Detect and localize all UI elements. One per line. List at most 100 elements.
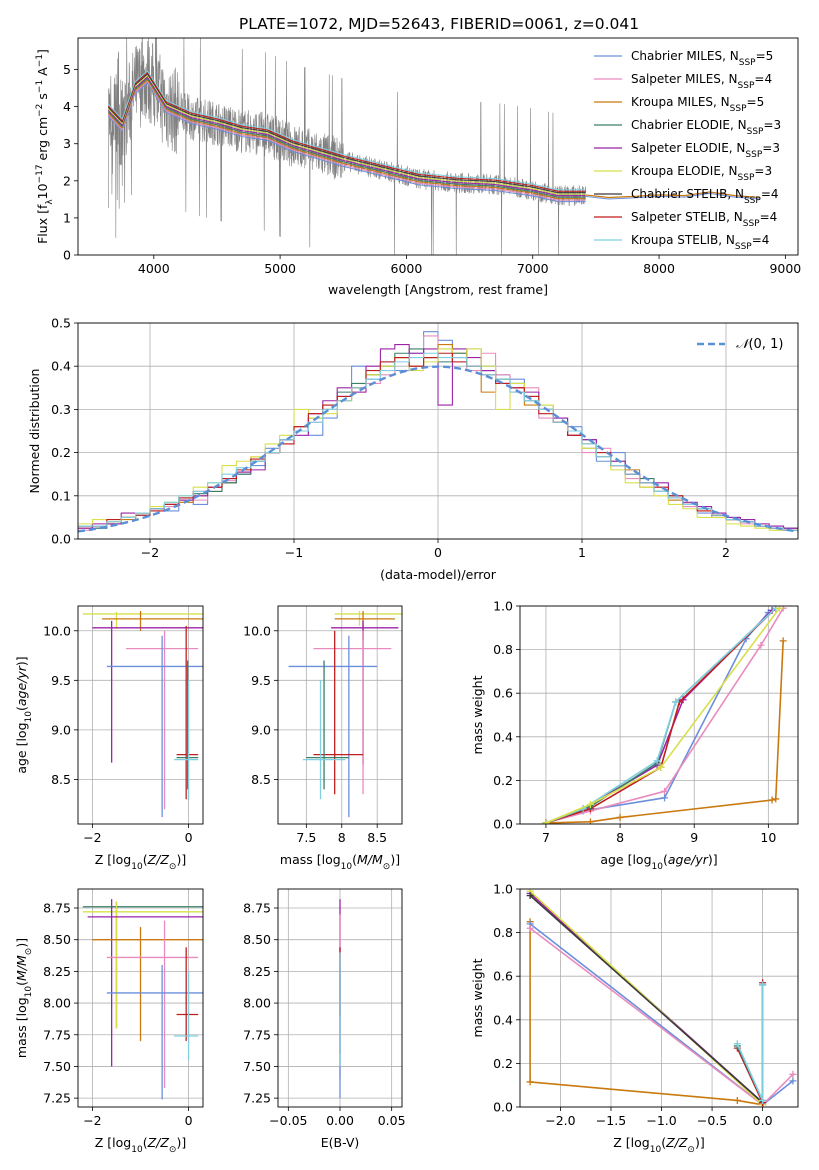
- plot-content: [82, 899, 203, 1100]
- label-part: 10: [341, 862, 353, 872]
- x-axis-label: Z [log10(Z/Z⊙)]: [95, 1135, 186, 1155]
- model-spectrum-4: [107, 76, 586, 197]
- series-marker: [759, 1096, 767, 1104]
- x-tick-label: −2: [83, 830, 101, 845]
- legend-label: Chabrier MILES, NSSP=5: [631, 49, 773, 68]
- label-part: ⊙: [24, 948, 34, 956]
- label-part: Salpeter STELIB, N: [631, 210, 743, 224]
- series-marker: [733, 1040, 741, 1048]
- label-part: Kroupa ELODIE, N: [631, 164, 738, 178]
- y-tick-label: 0.5: [51, 316, 71, 331]
- y-tick-label: 7.50: [43, 1059, 71, 1074]
- y-tick-label: 7.75: [243, 1027, 271, 1042]
- label-part: Z [log: [95, 1135, 131, 1150]
- x-tick-label: 7.5: [296, 830, 316, 845]
- y-tick-label: 0.8: [493, 925, 513, 940]
- figure-title: PLATE=1072, MJD=52643, FIBERID=0061, z=0…: [239, 15, 639, 33]
- label-part: ⊙: [169, 862, 177, 872]
- series-marker: [586, 818, 594, 824]
- plot-area: [278, 606, 402, 824]
- label-part: )]: [14, 656, 29, 666]
- y-tick-label: 8.00: [243, 996, 271, 1011]
- x-tick-label: 2: [722, 545, 730, 560]
- series-line: [545, 607, 781, 824]
- series-marker: [586, 800, 594, 808]
- label-part: Z [log: [95, 852, 131, 867]
- label-part: )]: [695, 1135, 705, 1150]
- label-part: =5: [747, 95, 765, 109]
- y-tick-label: 2: [63, 173, 71, 188]
- y-tick-label: 0.2: [493, 773, 513, 788]
- label-part: (0, 1): [748, 337, 783, 352]
- legend-label: Salpeter ELODIE, NSSP=3: [631, 141, 780, 160]
- x-tick-label: 0.05: [378, 1113, 406, 1128]
- x-tick-label: −2.0: [545, 1113, 575, 1128]
- label-part: SSP: [745, 150, 762, 160]
- series-marker: [733, 1096, 741, 1104]
- label-part: Z/Z: [147, 852, 170, 867]
- label-part: age [log: [600, 852, 651, 867]
- label-part: −17: [35, 164, 45, 183]
- label-part: 10: [24, 711, 34, 723]
- label-part: 10: [650, 1145, 662, 1155]
- histogram-5: [78, 348, 798, 531]
- axes: −2 07.257.507.758.008.258.508.75Z [log10(…: [14, 888, 204, 1155]
- y-tick-label: 0.4: [493, 1012, 513, 1027]
- y-tick-label: 0.4: [51, 359, 71, 374]
- label-part: Salpeter ELODIE, N: [631, 141, 745, 155]
- panel-mass_vs_ebv: −0.05 0.00 0.05 7.25 7.50 7.75 8.00 8.25 8.50 8.7…: [243, 888, 406, 1150]
- legend-label: Kroupa ELODIE, NSSP=3: [631, 164, 772, 183]
- label-part: M/M: [14, 955, 29, 981]
- panel-age_vs_Z: −2 08.59.09.510.0Z [log10(Z/Z⊙)]age [log1…: [14, 605, 204, 872]
- label-part: Kroupa STELIB, N: [631, 233, 735, 247]
- series-marker: [789, 1070, 797, 1078]
- error-point-7: [302, 680, 346, 800]
- plot-area: [78, 38, 798, 255]
- y-tick-label: 5: [63, 62, 71, 77]
- label-part: Kroupa MILES, N: [631, 95, 730, 109]
- plot-area: [78, 606, 203, 824]
- label-part: SSP: [730, 104, 747, 114]
- axes-frame: [277, 888, 403, 1108]
- label-part: age [log: [14, 722, 29, 773]
- error-point-4: [288, 635, 378, 818]
- x-tick-label: 8000: [643, 261, 675, 276]
- y-tick-label: 3: [63, 136, 71, 151]
- label-part: SSP: [743, 219, 760, 229]
- label-part: ⊙: [383, 862, 391, 872]
- x-tick-label: −2: [141, 545, 159, 560]
- label-part: λ: [45, 199, 55, 205]
- series-marker: [526, 1078, 534, 1086]
- series-marker: [661, 787, 669, 795]
- axes-frame: [277, 605, 403, 825]
- model-spectrum-2: [107, 79, 586, 200]
- label-part: mass [log: [280, 852, 341, 867]
- label-part: (: [14, 981, 29, 986]
- axes-frame: [519, 605, 799, 825]
- model-spectrum-3: [107, 77, 586, 198]
- series-line: [529, 890, 764, 1106]
- label-part: (: [663, 852, 668, 867]
- series-line: [545, 640, 784, 824]
- axes: 4000 5000 6000 7000 8000 9000 0 1 2 3 4 5 wavelength…: [35, 37, 801, 297]
- label-part: )]: [14, 938, 29, 948]
- x-axis-label: (data-model)/error: [380, 567, 497, 582]
- label-part: ]: [35, 49, 50, 54]
- error-point-0: [82, 611, 203, 629]
- x-tick-label: 1: [578, 545, 586, 560]
- y-tick-label: 0.4: [493, 729, 513, 744]
- label-part: Z/Z: [665, 1135, 688, 1150]
- axes-frame: [77, 37, 799, 256]
- error-point-5: [313, 630, 364, 795]
- axes-frame: [519, 888, 799, 1108]
- series-marker: [526, 892, 534, 900]
- plot-area: [520, 606, 798, 824]
- error-point-6: [176, 947, 199, 1042]
- error-point-7: [174, 971, 199, 1061]
- x-tick-label: 6000: [391, 261, 423, 276]
- error-point-5: [106, 965, 203, 1100]
- x-tick-label: 8: [338, 830, 346, 845]
- legend-label: 𝒩(0, 1): [736, 337, 783, 352]
- model-extension: [585, 191, 761, 199]
